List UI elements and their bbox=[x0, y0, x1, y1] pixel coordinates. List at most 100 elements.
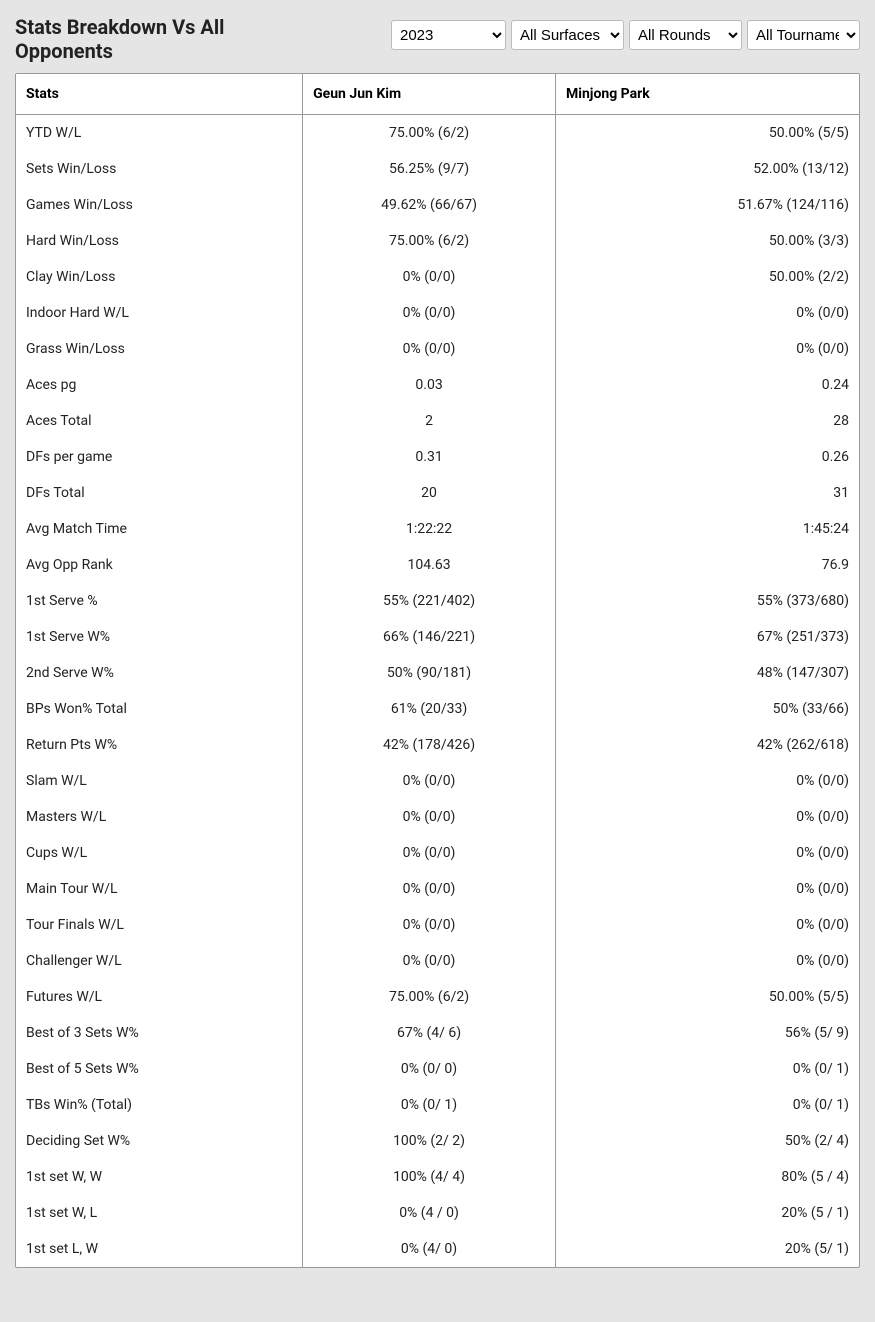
stat-name: 1st Serve % bbox=[16, 583, 303, 619]
player2-value: 20% (5/ 1) bbox=[556, 1231, 860, 1267]
col-player1: Geun Jun Kim bbox=[303, 74, 556, 115]
stat-name: Tour Finals W/L bbox=[16, 907, 303, 943]
stat-name: YTD W/L bbox=[16, 115, 303, 152]
player1-value: 0% (4 / 0) bbox=[303, 1195, 556, 1231]
stat-name: Challenger W/L bbox=[16, 943, 303, 979]
stat-name: Return Pts W% bbox=[16, 727, 303, 763]
table-row: Avg Match Time1:22:221:45:24 bbox=[16, 511, 859, 547]
table-row: Cups W/L0% (0/0)0% (0/0) bbox=[16, 835, 859, 871]
table-row: Futures W/L75.00% (6/2)50.00% (5/5) bbox=[16, 979, 859, 1015]
round-select[interactable]: All Rounds bbox=[629, 20, 742, 50]
player2-value: 50.00% (5/5) bbox=[556, 115, 860, 152]
player1-value: 0% (0/0) bbox=[303, 259, 556, 295]
player1-value: 56.25% (9/7) bbox=[303, 151, 556, 187]
stat-name: TBs Win% (Total) bbox=[16, 1087, 303, 1123]
player2-value: 31 bbox=[556, 475, 860, 511]
player2-value: 50% (2/ 4) bbox=[556, 1123, 860, 1159]
player2-value: 50.00% (5/5) bbox=[556, 979, 860, 1015]
player2-value: 50.00% (3/3) bbox=[556, 223, 860, 259]
stat-name: Aces pg bbox=[16, 367, 303, 403]
player1-value: 55% (221/402) bbox=[303, 583, 556, 619]
stat-name: DFs per game bbox=[16, 439, 303, 475]
stat-name: Indoor Hard W/L bbox=[16, 295, 303, 331]
player1-value: 100% (4/ 4) bbox=[303, 1159, 556, 1195]
stat-name: Best of 3 Sets W% bbox=[16, 1015, 303, 1051]
table-row: Slam W/L0% (0/0)0% (0/0) bbox=[16, 763, 859, 799]
player1-value: 104.63 bbox=[303, 547, 556, 583]
player1-value: 0% (0/0) bbox=[303, 331, 556, 367]
player2-value: 0.26 bbox=[556, 439, 860, 475]
player1-value: 0% (0/0) bbox=[303, 943, 556, 979]
tournament-select[interactable]: All Tournaments bbox=[747, 20, 860, 50]
player2-value: 0% (0/ 1) bbox=[556, 1051, 860, 1087]
col-player2: Minjong Park bbox=[556, 74, 860, 115]
table-row: BPs Won% Total61% (20/33)50% (33/66) bbox=[16, 691, 859, 727]
table-row: Avg Opp Rank104.6376.9 bbox=[16, 547, 859, 583]
player2-value: 52.00% (13/12) bbox=[556, 151, 860, 187]
player2-value: 50% (33/66) bbox=[556, 691, 860, 727]
table-row: YTD W/L75.00% (6/2)50.00% (5/5) bbox=[16, 115, 859, 152]
player2-value: 50.00% (2/2) bbox=[556, 259, 860, 295]
stat-name: Games Win/Loss bbox=[16, 187, 303, 223]
player2-value: 0% (0/0) bbox=[556, 871, 860, 907]
player1-value: 100% (2/ 2) bbox=[303, 1123, 556, 1159]
player2-value: 76.9 bbox=[556, 547, 860, 583]
table-row: Best of 3 Sets W%67% (4/ 6)56% (5/ 9) bbox=[16, 1015, 859, 1051]
player1-value: 75.00% (6/2) bbox=[303, 979, 556, 1015]
stat-name: 2nd Serve W% bbox=[16, 655, 303, 691]
player1-value: 0% (0/0) bbox=[303, 835, 556, 871]
player2-value: 67% (251/373) bbox=[556, 619, 860, 655]
table-row: DFs Total2031 bbox=[16, 475, 859, 511]
player1-value: 49.62% (66/67) bbox=[303, 187, 556, 223]
stat-name: Cups W/L bbox=[16, 835, 303, 871]
table-row: Hard Win/Loss75.00% (6/2)50.00% (3/3) bbox=[16, 223, 859, 259]
stat-name: BPs Won% Total bbox=[16, 691, 303, 727]
player2-value: 0% (0/0) bbox=[556, 907, 860, 943]
stat-name: Deciding Set W% bbox=[16, 1123, 303, 1159]
player2-value: 42% (262/618) bbox=[556, 727, 860, 763]
table-row: Grass Win/Loss0% (0/0)0% (0/0) bbox=[16, 331, 859, 367]
table-row: Aces pg0.030.24 bbox=[16, 367, 859, 403]
player1-value: 42% (178/426) bbox=[303, 727, 556, 763]
stat-name: 1st set W, W bbox=[16, 1159, 303, 1195]
year-select[interactable]: 2023 bbox=[391, 20, 506, 50]
player1-value: 50% (90/181) bbox=[303, 655, 556, 691]
stat-name: 1st Serve W% bbox=[16, 619, 303, 655]
table-row: 1st Serve W%66% (146/221)67% (251/373) bbox=[16, 619, 859, 655]
player2-value: 1:45:24 bbox=[556, 511, 860, 547]
surface-select[interactable]: All Surfaces bbox=[511, 20, 624, 50]
player2-value: 0% (0/0) bbox=[556, 331, 860, 367]
player2-value: 0% (0/0) bbox=[556, 763, 860, 799]
player1-value: 0% (0/0) bbox=[303, 295, 556, 331]
player2-value: 0% (0/0) bbox=[556, 835, 860, 871]
stat-name: 1st set L, W bbox=[16, 1231, 303, 1267]
player1-value: 0.31 bbox=[303, 439, 556, 475]
stat-name: Grass Win/Loss bbox=[16, 331, 303, 367]
stat-name: Aces Total bbox=[16, 403, 303, 439]
player2-value: 55% (373/680) bbox=[556, 583, 860, 619]
table-row: 1st set W, W100% (4/ 4)80% (5 / 4) bbox=[16, 1159, 859, 1195]
player2-value: 51.67% (124/116) bbox=[556, 187, 860, 223]
player2-value: 48% (147/307) bbox=[556, 655, 860, 691]
player1-value: 75.00% (6/2) bbox=[303, 115, 556, 152]
table-row: TBs Win% (Total)0% (0/ 1)0% (0/ 1) bbox=[16, 1087, 859, 1123]
player1-value: 0% (0/0) bbox=[303, 763, 556, 799]
stat-name: Main Tour W/L bbox=[16, 871, 303, 907]
table-header-row: Stats Geun Jun Kim Minjong Park bbox=[16, 74, 859, 115]
table-row: 2nd Serve W%50% (90/181)48% (147/307) bbox=[16, 655, 859, 691]
table-row: Tour Finals W/L0% (0/0)0% (0/0) bbox=[16, 907, 859, 943]
stat-name: Avg Match Time bbox=[16, 511, 303, 547]
table-row: Sets Win/Loss56.25% (9/7)52.00% (13/12) bbox=[16, 151, 859, 187]
player1-value: 0% (0/0) bbox=[303, 871, 556, 907]
player1-value: 66% (146/221) bbox=[303, 619, 556, 655]
player2-value: 0% (0/0) bbox=[556, 943, 860, 979]
stat-name: Hard Win/Loss bbox=[16, 223, 303, 259]
table-row: 1st set W, L0% (4 / 0)20% (5 / 1) bbox=[16, 1195, 859, 1231]
table-row: Challenger W/L0% (0/0)0% (0/0) bbox=[16, 943, 859, 979]
table-row: Indoor Hard W/L0% (0/0)0% (0/0) bbox=[16, 295, 859, 331]
player1-value: 0% (0/ 0) bbox=[303, 1051, 556, 1087]
player2-value: 56% (5/ 9) bbox=[556, 1015, 860, 1051]
player1-value: 20 bbox=[303, 475, 556, 511]
header-row: Stats Breakdown Vs All Opponents 2023 Al… bbox=[0, 0, 875, 73]
player2-value: 20% (5 / 1) bbox=[556, 1195, 860, 1231]
